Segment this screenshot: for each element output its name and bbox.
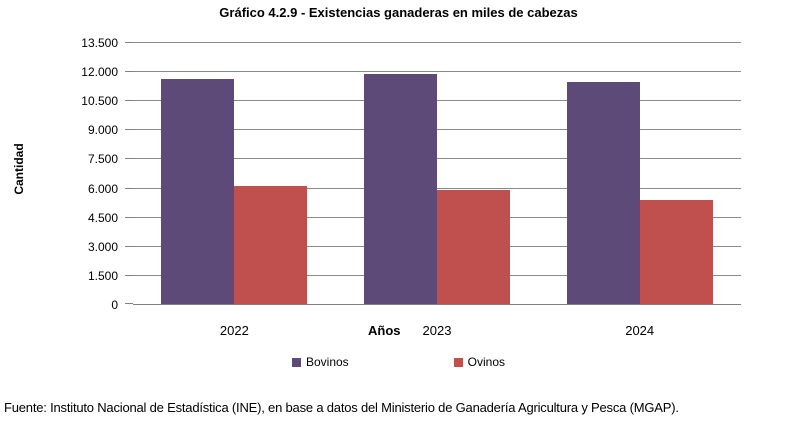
gridline <box>133 42 741 43</box>
gridline <box>133 100 741 102</box>
gridline <box>133 158 741 160</box>
y-axis-tick <box>125 129 133 131</box>
bar-ovinos-2024 <box>639 200 713 304</box>
bar-bovinos-2022 <box>161 78 235 304</box>
x-axis-title: Años <box>368 323 401 338</box>
y-axis-tick-label: 7.500 <box>87 152 118 167</box>
gridline <box>133 187 741 189</box>
y-axis-tick <box>125 71 133 73</box>
y-axis-tick <box>125 245 133 247</box>
bar-bovinos-2023 <box>364 74 437 304</box>
x-axis-tick-label: 2022 <box>219 323 249 338</box>
y-axis-tick-label: 10.500 <box>81 94 118 109</box>
legend-entry-ovinos: Ovinos <box>453 355 506 369</box>
gridline <box>133 129 741 131</box>
legend-swatch-icon <box>291 357 301 367</box>
x-axis-tick-label: 2024 <box>625 323 655 338</box>
y-axis-tick-label: 4.500 <box>87 210 118 225</box>
y-axis-tick <box>125 303 133 304</box>
y-axis-tick-labels: 0 1.500 3.000 4.500 6.000 7.500 9.000 10.500 12.… <box>0 36 118 312</box>
bar-ovinos-2023 <box>437 189 510 304</box>
y-axis-tick-label: 12.000 <box>81 65 118 80</box>
y-axis-tick <box>125 274 133 276</box>
y-axis-tick <box>125 216 133 218</box>
y-axis-tick-label: 9.000 <box>87 123 118 138</box>
y-axis-tick-label: 1.500 <box>87 268 118 283</box>
plot-area <box>125 42 741 305</box>
y-axis-tick-label: 6.000 <box>87 181 118 196</box>
bar-ovinos-2022 <box>234 185 308 304</box>
y-axis-tick <box>125 100 133 102</box>
legend: Bovinos Ovinos <box>0 355 797 369</box>
x-axis-tick-labels: 2022 2023 2024 <box>133 323 741 338</box>
legend-swatch-icon <box>453 357 463 367</box>
y-axis-tick <box>125 187 133 189</box>
chart-title: Gráfico 4.2.9 - Existencias ganaderas en… <box>219 5 578 20</box>
y-axis-tick-label: 13.500 <box>81 36 118 50</box>
y-axis-tick <box>125 42 133 43</box>
legend-entry-bovinos: Bovinos <box>291 355 349 369</box>
legend-label: Bovinos <box>305 355 349 369</box>
y-axis-tick <box>125 158 133 160</box>
legend-label: Ovinos <box>467 355 506 369</box>
x-axis-tick-label: 2023 <box>422 323 452 338</box>
bar-bovinos-2024 <box>566 81 640 304</box>
y-axis-tick-label: 0 <box>111 298 118 312</box>
source-note: Fuente: Instituto Nacional de Estadístic… <box>4 400 679 415</box>
y-axis-tick-label: 3.000 <box>87 239 118 254</box>
gridline <box>133 71 741 73</box>
